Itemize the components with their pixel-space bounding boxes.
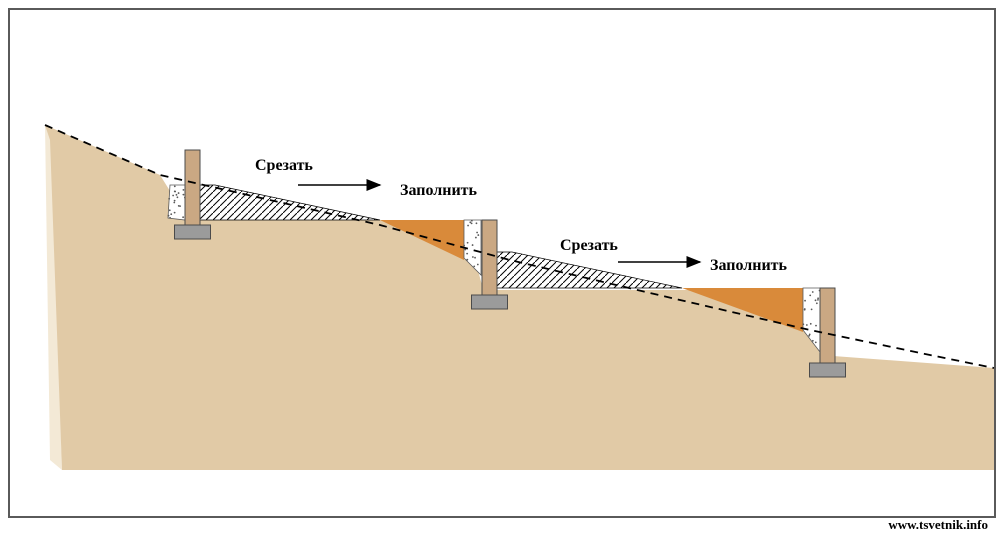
post-body-3 (820, 288, 835, 363)
post-body-2 (482, 220, 497, 295)
cut-wedge-1 (185, 185, 380, 220)
cut-label-2: Срезать (560, 237, 618, 254)
diagram-svg: Срезать Заполнить Срезать Заполнить (10, 10, 994, 516)
cut-wedge-2 (482, 252, 682, 288)
post-footer-3 (810, 363, 846, 377)
diagram-frame: Срезать Заполнить Срезать Заполнить (8, 8, 996, 518)
watermark: www.tsvetnik.info (888, 517, 988, 533)
post-body-1 (185, 150, 200, 225)
post-footer-1 (175, 225, 211, 239)
fill-label-2: Заполнить (710, 257, 788, 274)
fill-label-1: Заполнить (400, 182, 478, 199)
gravel-wedge-1 (168, 185, 186, 220)
cut-label-1: Срезать (255, 157, 313, 174)
post-footer-2 (472, 295, 508, 309)
